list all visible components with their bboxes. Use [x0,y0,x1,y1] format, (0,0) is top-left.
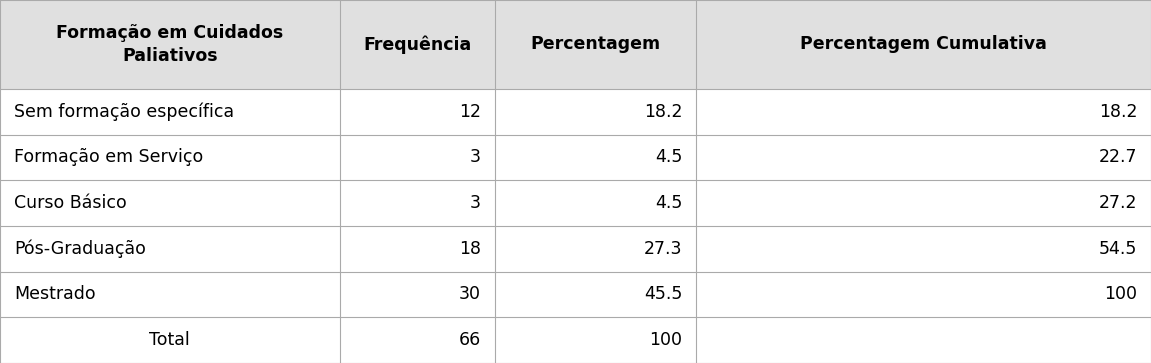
Text: Curso Básico: Curso Básico [14,194,127,212]
Text: Frequência: Frequência [363,35,472,54]
Text: Mestrado: Mestrado [14,285,96,303]
Text: Formação em Serviço: Formação em Serviço [14,148,203,167]
Text: 18.2: 18.2 [1099,103,1137,121]
Text: 3: 3 [470,194,481,212]
Text: 3: 3 [470,148,481,167]
Bar [0,226,1151,272]
Bar [0,89,1151,135]
Bar [0,0,1151,89]
Bar [0,317,1151,363]
Text: 12: 12 [459,103,481,121]
Text: 18.2: 18.2 [645,103,683,121]
Text: 100: 100 [1104,285,1137,303]
Text: 100: 100 [649,331,683,349]
Text: 22.7: 22.7 [1099,148,1137,167]
Text: 27.2: 27.2 [1099,194,1137,212]
Text: 4.5: 4.5 [655,148,683,167]
Text: Formação em Cuidados
Paliativos: Formação em Cuidados Paliativos [56,24,283,65]
Text: 45.5: 45.5 [645,285,683,303]
Bar [0,135,1151,180]
Bar [0,272,1151,317]
Text: 30: 30 [459,285,481,303]
Text: 66: 66 [459,331,481,349]
Text: 4.5: 4.5 [655,194,683,212]
Text: Sem formação específica: Sem formação específica [14,102,234,121]
Text: Percentagem Cumulativa: Percentagem Cumulativa [800,36,1047,53]
Text: Total: Total [150,331,190,349]
Text: 54.5: 54.5 [1099,240,1137,258]
Text: 18: 18 [459,240,481,258]
Text: Pós-Graduação: Pós-Graduação [14,240,146,258]
Bar [0,180,1151,226]
Text: 27.3: 27.3 [645,240,683,258]
Text: Percentagem: Percentagem [531,36,661,53]
